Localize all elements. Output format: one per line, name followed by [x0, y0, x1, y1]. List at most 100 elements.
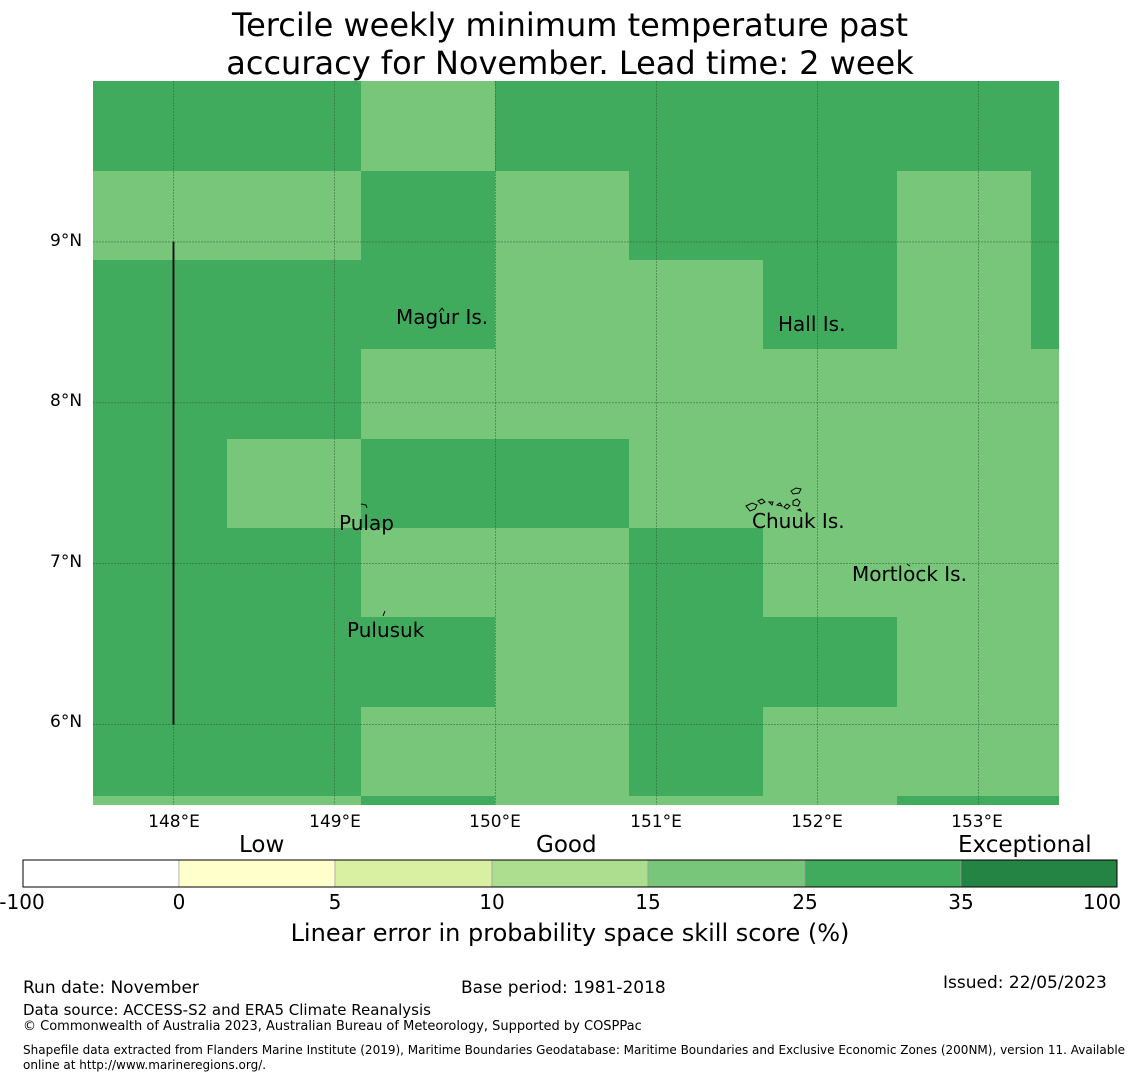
- skill-cell: [227, 528, 362, 618]
- colorbar-tick-100: 100: [1082, 890, 1122, 914]
- skill-cell: [1031, 81, 1059, 172]
- skill-cell: [1031, 796, 1059, 805]
- skill-cell: [495, 171, 630, 261]
- skill-cell: [93, 796, 228, 805]
- lon-label-148e: 148°E: [148, 812, 200, 832]
- skill-cell: [495, 528, 630, 618]
- colorbar: [22, 859, 1118, 888]
- skill-cell: [629, 171, 764, 261]
- skill-cell: [629, 617, 764, 708]
- data-source: Data source: ACCESS-S2 and ERA5 Climate …: [23, 1001, 431, 1019]
- lon-label-152e: 152°E: [791, 812, 843, 832]
- skill-cell: [897, 260, 1032, 350]
- skill-cell: [227, 171, 362, 261]
- skill-cell: [361, 439, 496, 529]
- skill-cell: [897, 171, 1032, 261]
- colorbar-tick-minus100: -100: [0, 890, 45, 914]
- colorbar-segment: [491, 859, 649, 888]
- colorbar-segment: [804, 859, 962, 888]
- colorbar-tick-25: 25: [792, 890, 818, 914]
- skill-cell: [629, 81, 764, 172]
- skill-cell: [1031, 707, 1059, 797]
- colorbar-segment: [22, 859, 180, 888]
- colorbar-tick-5: 5: [328, 890, 342, 914]
- skill-cell: [1031, 349, 1059, 440]
- colorbar-label: Linear error in probability space skill …: [290, 919, 850, 947]
- lon-label-149e: 149°E: [309, 812, 361, 832]
- skill-cell: [763, 796, 898, 805]
- skill-cell: [897, 796, 1032, 805]
- place-label-pulap: Pulap: [339, 511, 394, 535]
- skill-cell: [227, 81, 362, 172]
- skill-cell: [763, 528, 898, 618]
- base-period: Base period: 1981-2018: [461, 978, 666, 998]
- colorbar-category-exceptional: Exceptional: [958, 832, 1092, 858]
- skill-cell: [93, 439, 228, 529]
- chart-title-line1: Tercile weekly minimum temperature past: [231, 6, 909, 44]
- copyright-notice: © Commonwealth of Australia 2023, Austra…: [23, 1019, 642, 1034]
- skill-cell: [897, 439, 1032, 529]
- magur-island: [438, 307, 445, 313]
- colorbar-tick-0: 0: [172, 890, 186, 914]
- place-label-magur: Magur Is.: [396, 305, 489, 329]
- coastlines: [360, 307, 911, 617]
- skill-cell: [763, 707, 898, 797]
- colorbar-category-low: Low: [239, 832, 285, 858]
- skill-cell: [495, 260, 630, 350]
- colorbar-tick-10: 10: [479, 890, 505, 914]
- skill-cell: [629, 260, 764, 350]
- skill-cell: [227, 796, 362, 805]
- skill-cell: [93, 617, 228, 708]
- lon-label-153e: 153°E: [951, 812, 1003, 832]
- colorbar-tick-15: 15: [635, 890, 661, 914]
- chuuk-lagoon-islands: [745, 487, 802, 512]
- colorbar-segment: [647, 859, 806, 888]
- colorbar-tick-35: 35: [948, 890, 974, 914]
- skill-cell: [495, 617, 630, 708]
- skill-cell: [1031, 439, 1059, 529]
- skill-cell: [227, 707, 362, 797]
- skill-cell: [361, 349, 496, 440]
- lon-label-151e: 151°E: [630, 812, 682, 832]
- lat-label-7n: 7°N: [50, 552, 83, 572]
- skill-cell: [763, 617, 898, 708]
- skill-cell: [495, 439, 630, 529]
- skill-cell: [897, 528, 1032, 618]
- mortlock-island: [906, 563, 911, 567]
- skill-cell: [763, 171, 898, 261]
- skill-cell: [897, 617, 1032, 708]
- skill-cell: [361, 528, 496, 618]
- skill-cell: [763, 349, 898, 440]
- skill-cell: [495, 707, 630, 797]
- skill-cell: [361, 796, 496, 805]
- chart-title-line2: accuracy for November. Lead time: 2 week: [226, 44, 914, 82]
- skill-cell: [227, 260, 362, 350]
- skill-cell: [93, 260, 228, 350]
- skill-cell: [227, 349, 362, 440]
- skill-map: [93, 81, 1059, 805]
- colorbar-segment: [960, 859, 1118, 888]
- skill-cell: [629, 707, 764, 797]
- skill-cell: [361, 707, 496, 797]
- skill-cell: [361, 260, 496, 350]
- skill-cell: [763, 81, 898, 172]
- colorbar-segment: [178, 859, 336, 888]
- skill-cell: [495, 349, 630, 440]
- skill-cell: [629, 796, 764, 805]
- skill-cell: [1031, 260, 1059, 350]
- skill-cell: [227, 617, 362, 708]
- skill-cell: [495, 796, 630, 805]
- skill-cell: [93, 528, 228, 618]
- skill-cell: [1031, 528, 1059, 618]
- skill-cell: [1031, 171, 1059, 261]
- skill-cell: [1031, 617, 1059, 708]
- lon-label-150e: 150°E: [469, 812, 521, 832]
- skill-cell: [495, 81, 630, 172]
- skill-cell: [93, 81, 228, 172]
- colorbar-segment: [334, 859, 493, 888]
- place-label-hall: Hall Is.: [778, 312, 846, 336]
- skill-cell: [763, 260, 898, 350]
- skill-cell: [93, 349, 228, 440]
- issued-date: Issued: 22/05/2023: [943, 973, 1107, 993]
- place-label-chuuk: Chuuk Is.: [752, 509, 845, 533]
